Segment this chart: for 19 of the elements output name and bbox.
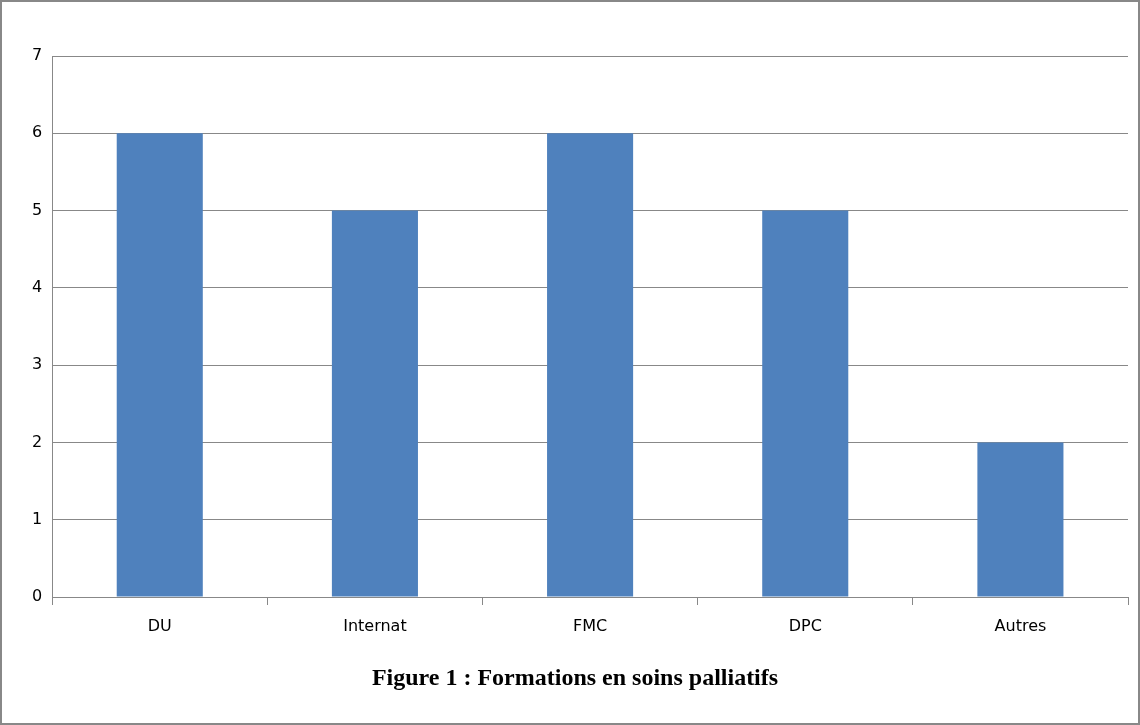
x-tick-label: DPC <box>788 615 822 635</box>
x-tick-label: DU <box>147 615 172 635</box>
y-tick-label: 7 <box>31 45 43 65</box>
x-tick-label: Autres <box>994 615 1047 635</box>
y-tick-label: 1 <box>31 508 43 528</box>
y-tick-label: 3 <box>31 354 43 374</box>
x-tick-label: FMC <box>573 615 608 635</box>
bar <box>762 210 849 597</box>
bar <box>331 210 418 597</box>
x-tick-label: Internat <box>343 615 407 635</box>
bar <box>977 442 1064 597</box>
text: Figure 1 : Formations en soins palliatifs <box>371 663 779 690</box>
y-tick-label: 5 <box>31 199 43 219</box>
y-tick-label: 2 <box>31 431 43 451</box>
y-tick-label: 4 <box>31 277 43 297</box>
y-tick-label: 0 <box>31 586 43 606</box>
bar <box>547 133 634 597</box>
bar <box>116 133 203 597</box>
y-tick-label: 6 <box>31 122 43 142</box>
